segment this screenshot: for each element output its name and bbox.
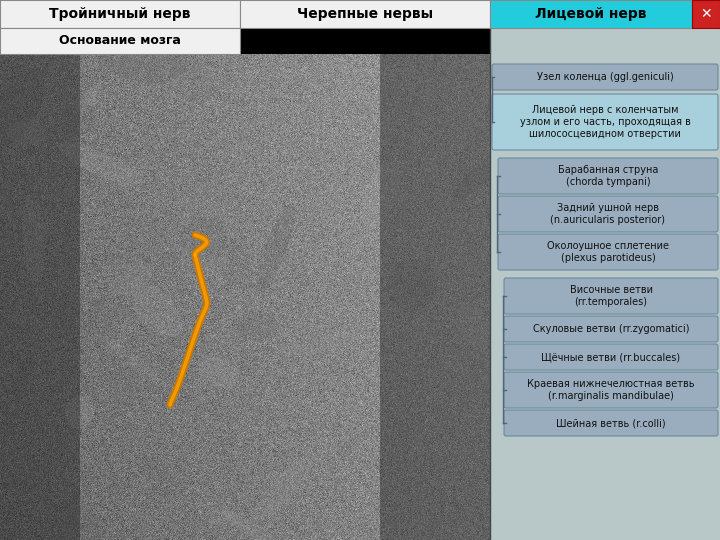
- Text: Основание мозга: Основание мозга: [59, 35, 181, 48]
- FancyBboxPatch shape: [492, 64, 718, 90]
- Ellipse shape: [143, 458, 177, 500]
- Ellipse shape: [337, 429, 370, 457]
- FancyBboxPatch shape: [504, 316, 718, 342]
- FancyBboxPatch shape: [490, 0, 720, 540]
- Ellipse shape: [78, 84, 104, 113]
- Ellipse shape: [274, 333, 356, 355]
- Text: Барабанная струна
(chorda tympani): Барабанная струна (chorda tympani): [558, 165, 658, 187]
- FancyBboxPatch shape: [504, 372, 718, 408]
- FancyBboxPatch shape: [504, 344, 718, 370]
- Ellipse shape: [449, 125, 495, 186]
- Ellipse shape: [132, 285, 182, 337]
- Text: Околоушное сплетение
(plexus parotideus): Околоушное сплетение (plexus parotideus): [547, 241, 669, 263]
- Text: Височные ветви
(rr.temporales): Височные ветви (rr.temporales): [570, 285, 652, 307]
- Ellipse shape: [466, 364, 495, 400]
- Ellipse shape: [55, 503, 104, 540]
- Text: Щёчные ветви (rr.buccales): Щёчные ветви (rr.buccales): [541, 352, 680, 362]
- Ellipse shape: [22, 195, 45, 285]
- FancyBboxPatch shape: [492, 94, 718, 150]
- Ellipse shape: [90, 300, 146, 321]
- Ellipse shape: [338, 258, 378, 306]
- Ellipse shape: [180, 217, 227, 260]
- Ellipse shape: [66, 396, 94, 429]
- Ellipse shape: [360, 162, 401, 229]
- Text: Задний ушной нерв
(n.auricularis posterior): Задний ушной нерв (n.auricularis posteri…: [551, 203, 665, 225]
- Text: ✕: ✕: [700, 7, 712, 21]
- FancyBboxPatch shape: [0, 54, 80, 540]
- Ellipse shape: [94, 25, 187, 83]
- FancyBboxPatch shape: [498, 196, 718, 232]
- Ellipse shape: [451, 138, 523, 200]
- Text: Черепные нервы: Черепные нервы: [297, 7, 433, 21]
- Ellipse shape: [387, 260, 437, 311]
- FancyBboxPatch shape: [504, 278, 718, 314]
- Text: Лицевой нерв: Лицевой нерв: [535, 7, 647, 21]
- Ellipse shape: [50, 291, 114, 350]
- Ellipse shape: [13, 455, 39, 491]
- Ellipse shape: [456, 302, 491, 349]
- Ellipse shape: [108, 365, 141, 409]
- Ellipse shape: [116, 230, 177, 285]
- Ellipse shape: [251, 455, 314, 523]
- Ellipse shape: [180, 235, 230, 285]
- Ellipse shape: [57, 142, 145, 187]
- Ellipse shape: [0, 68, 45, 146]
- Text: Скуловые ветви (rr.zygomatici): Скуловые ветви (rr.zygomatici): [533, 324, 689, 334]
- FancyBboxPatch shape: [380, 54, 490, 540]
- FancyBboxPatch shape: [0, 0, 240, 28]
- FancyBboxPatch shape: [504, 410, 718, 436]
- Ellipse shape: [199, 357, 239, 389]
- Ellipse shape: [12, 355, 35, 397]
- Ellipse shape: [170, 60, 217, 105]
- Ellipse shape: [256, 203, 295, 293]
- Ellipse shape: [237, 312, 279, 342]
- FancyBboxPatch shape: [240, 0, 490, 28]
- FancyBboxPatch shape: [692, 0, 720, 28]
- FancyBboxPatch shape: [490, 0, 692, 28]
- Text: Шейная ветвь (r.colli): Шейная ветвь (r.colli): [556, 418, 666, 428]
- FancyBboxPatch shape: [498, 234, 718, 270]
- FancyBboxPatch shape: [498, 158, 718, 194]
- Ellipse shape: [204, 504, 232, 529]
- FancyBboxPatch shape: [0, 28, 240, 54]
- Ellipse shape: [398, 94, 421, 112]
- Ellipse shape: [109, 262, 155, 296]
- Text: Лицевой нерв с коленчатым
узлом и его часть, проходящая в
шилососцевидном отверс: Лицевой нерв с коленчатым узлом и его ча…: [520, 105, 690, 139]
- Ellipse shape: [60, 103, 96, 136]
- Text: Краевая нижнечелюстная ветвь
(r.marginalis mandibulae): Краевая нижнечелюстная ветвь (r.marginal…: [527, 379, 695, 401]
- Ellipse shape: [103, 336, 165, 387]
- Ellipse shape: [222, 510, 284, 540]
- Ellipse shape: [6, 121, 46, 146]
- Ellipse shape: [217, 237, 251, 288]
- Text: Узел коленца (ggl.geniculi): Узел коленца (ggl.geniculi): [536, 72, 673, 82]
- Text: Тройничный нерв: Тройничный нерв: [49, 7, 191, 21]
- Ellipse shape: [184, 176, 230, 246]
